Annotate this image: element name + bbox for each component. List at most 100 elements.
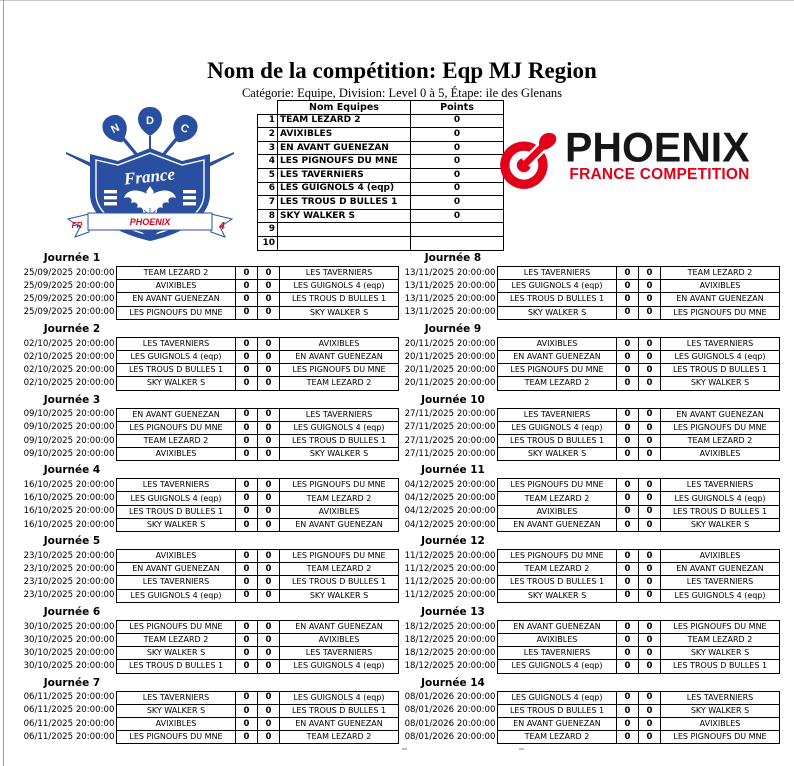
match-datetime: 23/10/2025 20:00:00 (23, 590, 115, 601)
away-team-cell: LES TROUS D BULLES 1 (279, 292, 399, 307)
standings-team-cell (277, 235, 411, 251)
home-score-cell: 0 (235, 659, 258, 674)
journee-block: Journée 6 30/10/2025 20:00:00 LES PIGNOU… (22, 606, 399, 674)
club-crest-logo: D N C France (60, 105, 240, 243)
home-team-cell: EN AVANT GUENEZAN (116, 407, 236, 422)
home-score-cell: 0 (235, 730, 258, 745)
away-team-cell: EN AVANT GUENEZAN (660, 407, 780, 422)
away-team-cell: SKY WALKER S (660, 646, 780, 661)
home-score-cell: 0 (616, 407, 639, 422)
flight-letter-d: D (146, 115, 154, 127)
away-team-cell: LES TAVERNIERS (660, 336, 780, 351)
match-row: 20/11/2025 20:00:00 AVIXIBLES 0 0 LES TA… (403, 336, 780, 351)
standings-rank-cell: 6 (257, 181, 278, 197)
standings-team-cell: LES PIGNOUFS DU MNE (277, 154, 411, 169)
standings-team-cell: EN AVANT GUENEZAN (277, 140, 411, 156)
away-team-cell: LES TROUS D BULLES 1 (279, 575, 399, 590)
home-score-cell: 0 (235, 265, 258, 281)
home-team-cell: EN AVANT GUENEZAN (497, 619, 617, 634)
standings-row: 3 EN AVANT GUENEZAN 0 (257, 140, 504, 156)
match-datetime: 23/10/2025 20:00:00 (23, 577, 115, 588)
standings-row: 10 (257, 235, 504, 251)
home-team-cell: LES PIGNOUFS DU MNE (116, 305, 236, 320)
match-row: 06/11/2025 20:00:00 AVIXIBLES 0 0 EN AVA… (22, 716, 399, 732)
home-team-cell: SKY WALKER S (497, 447, 617, 462)
home-score-cell: 0 (616, 491, 639, 506)
standings-points-cell: 0 (410, 154, 504, 169)
standings-row: 9 (257, 222, 504, 237)
match-datetime: 27/11/2025 20:00:00 (404, 422, 496, 433)
match-datetime: 08/01/2026 20:00:00 (404, 692, 496, 703)
standings-team-cell: SKY WALKER S (277, 208, 411, 224)
home-score-cell: 0 (616, 363, 639, 378)
crest-banner-text: PHOENIX (130, 217, 172, 227)
home-team-cell: LES GUIGNOLS 4 (eqp) (497, 690, 617, 705)
standings-table: Nom Equipes Points 1 TEAM LEZARD 2 0 2 A… (257, 100, 504, 251)
away-score-cell: 0 (257, 659, 280, 674)
match-row: 16/10/2025 20:00:00 SKY WALKER S 0 0 EN … (22, 517, 399, 533)
home-score-cell: 0 (235, 292, 258, 307)
match-datetime: 06/11/2025 20:00:00 (23, 718, 115, 729)
home-team-cell: AVIXIBLES (497, 632, 617, 648)
home-score-cell: 0 (235, 716, 258, 732)
match-row: 25/09/2025 20:00:00 AVIXIBLES 0 0 LES GU… (22, 279, 399, 294)
away-score-cell: 0 (638, 659, 661, 674)
journee-block: Journée 11 04/12/2025 20:00:00 LES PIGNO… (403, 464, 780, 533)
standings-points-cell: 0 (410, 113, 504, 129)
journee-block: Journée 7 06/11/2025 20:00:00 LES TAVERN… (22, 677, 399, 745)
away-team-cell: LES GUIGNOLS 4 (eqp) (279, 279, 399, 294)
away-team-cell: AVIXIBLES (660, 279, 780, 294)
home-team-cell: LES GUIGNOLS 4 (eqp) (497, 420, 617, 435)
away-team-cell: AVIXIBLES (660, 548, 780, 564)
away-score-cell: 0 (257, 420, 280, 435)
journee-match-table: 25/09/2025 20:00:00 TEAM LEZARD 2 0 0 LE… (22, 265, 399, 320)
away-score-cell: 0 (257, 433, 280, 449)
standings-header-points: Points (410, 100, 504, 115)
home-team-cell: LES PIGNOUFS DU MNE (116, 619, 236, 634)
home-team-cell: TEAM LEZARD 2 (116, 265, 236, 281)
away-score-cell: 0 (257, 703, 280, 718)
away-team-cell: SKY WALKER S (279, 305, 399, 320)
home-team-cell: SKY WALKER S (497, 588, 617, 603)
standings-row: 4 LES PIGNOUFS DU MNE 0 (257, 154, 504, 169)
match-row: 08/01/2026 20:00:00 LES GUIGNOLS 4 (eqp)… (403, 690, 780, 705)
home-team-cell: LES TAVERNIERS (497, 407, 617, 422)
home-score-cell: 0 (616, 716, 639, 732)
journee-match-table: 09/10/2025 20:00:00 EN AVANT GUENEZAN 0 … (22, 407, 399, 462)
match-row: 04/12/2025 20:00:00 EN AVANT GUENEZAN 0 … (403, 517, 780, 533)
home-score-cell: 0 (616, 588, 639, 603)
match-row: 20/11/2025 20:00:00 TEAM LEZARD 2 0 0 SK… (403, 376, 780, 391)
match-row: 23/10/2025 20:00:00 AVIXIBLES 0 0 LES PI… (22, 548, 399, 564)
match-datetime: 30/10/2025 20:00:00 (23, 647, 115, 658)
standings-points-cell: 0 (410, 167, 504, 183)
away-score-cell: 0 (257, 349, 280, 365)
home-score-cell: 0 (616, 646, 639, 661)
journee-title: Journée 5 (43, 535, 101, 547)
match-row: 02/10/2025 20:00:00 LES TAVERNIERS 0 0 A… (22, 336, 399, 351)
away-team-cell: LES PIGNOUFS DU MNE (279, 363, 399, 378)
match-datetime: 02/10/2025 20:00:00 (23, 364, 115, 375)
away-team-cell: LES TAVERNIERS (660, 575, 780, 590)
away-score-cell: 0 (638, 420, 661, 435)
standings-rank-cell: 9 (257, 222, 278, 237)
crest-ribbon-4: 4 (218, 221, 225, 232)
away-score-cell: 0 (638, 491, 661, 506)
home-score-cell: 0 (616, 690, 639, 705)
match-datetime: 09/10/2025 20:00:00 (23, 422, 115, 433)
away-team-cell: LES TROUS D BULLES 1 (660, 659, 780, 674)
away-team-cell: TEAM LEZARD 2 (279, 491, 399, 506)
match-row: 30/10/2025 20:00:00 LES TROUS D BULLES 1… (22, 659, 399, 674)
home-team-cell: TEAM LEZARD 2 (497, 562, 617, 577)
journee-match-table: 27/11/2025 20:00:00 LES TAVERNIERS 0 0 E… (403, 407, 780, 462)
away-score-cell: 0 (638, 407, 661, 422)
journee-block: Journée 1 25/09/2025 20:00:00 TEAM LEZAR… (22, 252, 399, 320)
away-team-cell: TEAM LEZARD 2 (279, 730, 399, 745)
away-team-cell: LES GUIGNOLS 4 (eqp) (279, 659, 399, 674)
away-team-cell: EN AVANT GUENEZAN (279, 517, 399, 533)
home-team-cell: TEAM LEZARD 2 (497, 491, 617, 506)
home-team-cell: LES TROUS D BULLES 1 (497, 292, 617, 307)
page-break-tick (519, 748, 524, 750)
match-row: 08/01/2026 20:00:00 EN AVANT GUENEZAN 0 … (403, 716, 780, 732)
home-score-cell: 0 (616, 292, 639, 307)
match-row: 13/11/2025 20:00:00 SKY WALKER S 0 0 LES… (403, 305, 780, 320)
